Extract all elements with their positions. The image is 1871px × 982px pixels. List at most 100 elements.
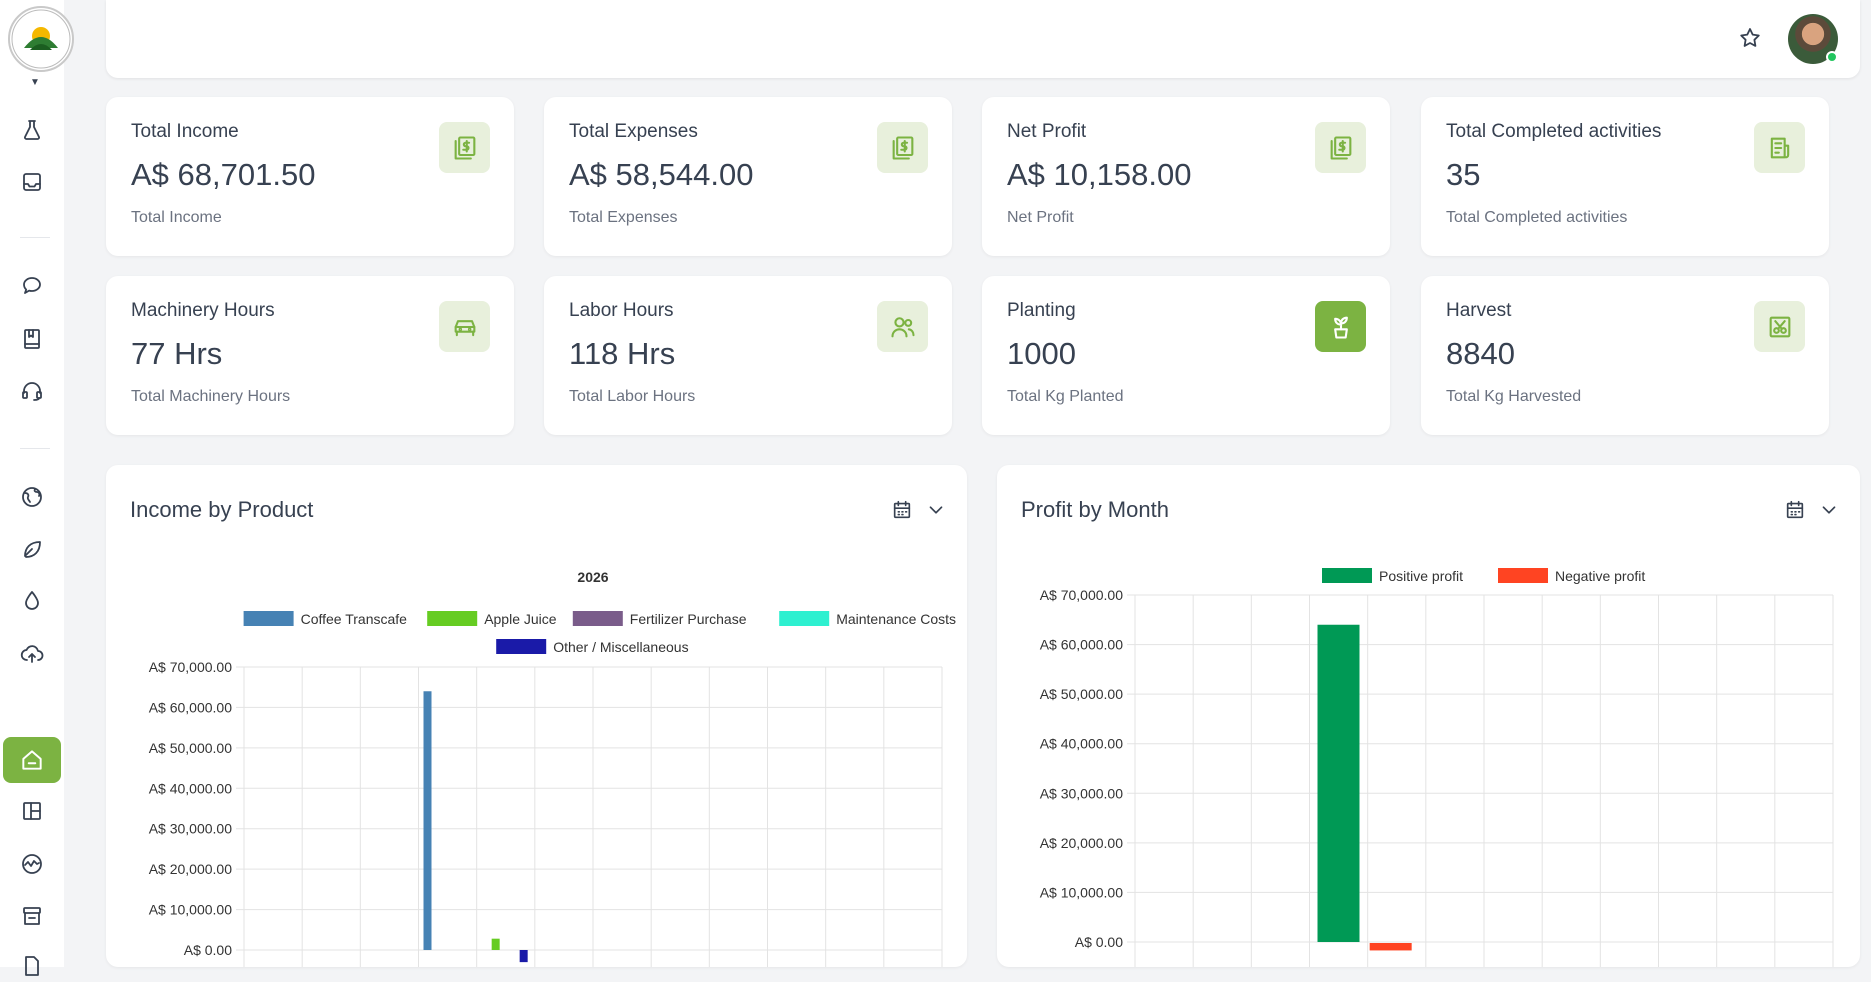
calendar-icon[interactable] [891,499,913,526]
legend-swatch [243,611,294,626]
card-subtitle: Total Completed activities [1446,209,1628,226]
money-icon [1315,122,1366,173]
droplet-icon[interactable] [16,585,48,617]
archive-icon[interactable] [16,900,48,932]
card-subtitle: Total Income [131,209,222,226]
layout-icon[interactable] [16,795,48,827]
y-tick-label: A$ 20,000.00 [149,861,233,877]
legend-swatch [496,639,547,654]
card-subtitle: Total Kg Harvested [1446,388,1582,405]
legend-swatch [779,611,830,626]
y-tick-label: A$ 60,000.00 [149,699,233,715]
legend-label: Positive profit [1379,568,1463,584]
logo-chevron-down-icon[interactable]: ▼ [30,77,40,88]
profit-chart: Positive profit Negative profit A$ 70,000.… [1040,568,1834,967]
legend-label: Apple Juice [484,611,557,627]
online-status-dot [1826,51,1838,63]
money-icon [439,122,490,173]
y-tick-label: A$ 10,000.00 [1040,884,1124,900]
stat-card-completed-activities: Total Completed activities 35 Total Comp… [1421,97,1829,256]
y-tick-label: A$ 0.00 [1075,934,1123,950]
card-label: Total Income [131,121,239,142]
card-label: Labor Hours [569,300,674,321]
y-tick-label: A$ 0.00 [184,942,232,958]
card-subtitle: Total Labor Hours [569,388,696,405]
bar-negative-profit [1369,943,1412,951]
card-value: 77 Hrs [131,336,223,371]
card-label: Total Expenses [569,121,698,142]
star-icon[interactable] [1738,26,1764,52]
card-label: Total Completed activities [1446,121,1662,142]
bar-other-miscellaneous [519,950,528,963]
y-tick-label: A$ 50,000.00 [149,740,233,756]
card-subtitle: Total Expenses [569,209,678,226]
chat-bubble-icon[interactable] [16,270,48,302]
stat-card-net-profit: Net Profit A$ 10,158.00 Net Profit [982,97,1390,256]
legend-swatch [427,611,478,626]
date-filter[interactable] [1784,499,1840,526]
y-tick-label: A$ 70,000.00 [1040,587,1124,603]
activity-icon[interactable] [16,848,48,880]
legend-swatch [572,611,623,626]
headset-icon[interactable] [16,375,48,407]
stat-card-harvest: Harvest 8840 Total Kg Harvested [1421,276,1829,435]
card-label: Planting [1007,300,1076,321]
inbox-icon[interactable] [16,166,48,198]
cloud-upload-icon[interactable] [16,638,48,670]
plant-icon [1315,301,1366,352]
card-value: A$ 68,701.50 [131,157,316,192]
card-subtitle: Total Machinery Hours [131,388,291,405]
legend-label: Maintenance Costs [836,611,956,627]
stat-card-total-expenses: Total Expenses A$ 58,544.00 Total Expens… [544,97,952,256]
y-tick-label: A$ 20,000.00 [1040,835,1124,851]
home-button[interactable] [3,737,61,783]
legend-swatch [1322,568,1372,583]
card-value: A$ 10,158.00 [1007,157,1192,192]
card-value: A$ 58,544.00 [569,157,754,192]
profit-by-month-panel: Profit by Month Positive profit Negative … [997,465,1860,967]
y-tick-label: A$ 50,000.00 [1040,686,1124,702]
stat-card-planting: Planting 1000 Total Kg Planted [982,276,1390,435]
car-icon [439,301,490,352]
document-icon[interactable] [16,950,48,982]
bar-apple-juice [491,938,500,950]
y-tick-label: A$ 30,000.00 [149,821,233,837]
y-tick-label: A$ 40,000.00 [1040,736,1124,752]
chevron-down-icon[interactable] [1818,499,1840,526]
y-tick-label: A$ 10,000.00 [149,902,233,918]
y-tick-label: A$ 60,000.00 [1040,637,1124,653]
y-tick-label: A$ 30,000.00 [1040,785,1124,801]
y-tick-label: A$ 70,000.00 [149,659,233,675]
legend-label: Fertilizer Purchase [630,611,747,627]
card-label: Net Profit [1007,121,1087,142]
card-subtitle: Total Kg Planted [1007,388,1124,405]
leaf-icon[interactable] [16,533,48,565]
user-avatar[interactable] [1788,14,1838,64]
card-value: 118 Hrs [569,336,676,371]
panel-title: Income by Product [130,497,314,522]
brand-logo[interactable] [8,6,74,72]
calendar-icon[interactable] [1784,499,1806,526]
bar-coffee-transcafe [423,691,432,950]
card-subtitle: Net Profit [1007,209,1074,226]
book-icon[interactable] [16,323,48,355]
top-bar [106,0,1860,78]
legend-swatch [1498,568,1548,583]
nav-divider [20,448,50,449]
chart-title: 2026 [577,569,608,585]
stat-card-total-income: Total Income A$ 68,701.50 Total Income [106,97,514,256]
stat-card-machinery-hours: Machinery Hours 77 Hrs Total Machinery H… [106,276,514,435]
legend-label: Negative profit [1555,568,1645,584]
card-value: 8840 [1446,336,1515,371]
globe-icon[interactable] [16,481,48,513]
income-by-product-panel: Income by Product 2026 Coffee Transcafe Ap… [106,465,967,967]
card-label: Machinery Hours [131,300,275,321]
income-chart: 2026 Coffee Transcafe Apple Juice Fertilize… [149,569,956,967]
stat-card-labor-hours: Labor Hours 118 Hrs Total Labor Hours [544,276,952,435]
money-icon [877,122,928,173]
legend-label: Coffee Transcafe [301,611,408,627]
chevron-down-icon[interactable] [925,499,947,526]
flask-icon[interactable] [16,114,48,146]
legend-label: Other / Miscellaneous [553,639,688,655]
date-filter[interactable] [891,499,947,526]
